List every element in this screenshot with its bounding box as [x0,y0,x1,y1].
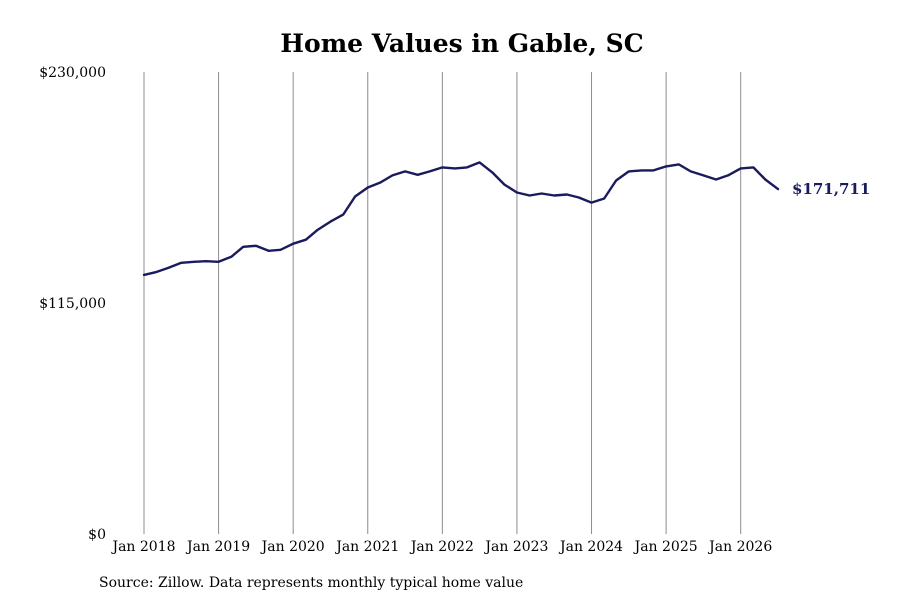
data-point [615,179,618,182]
source-note: Source: Zillow. Data represents monthly … [99,575,523,591]
data-point [391,174,394,177]
y-tick-label: $0 [88,527,106,543]
data-point [652,169,655,172]
data-point [777,188,779,190]
data-point [516,191,518,194]
data-point [553,194,556,197]
y-tick-label: $115,000 [39,296,106,312]
x-tick-label: Jan 2025 [633,539,698,555]
data-point [155,270,158,273]
data-point [603,197,606,200]
data-point [627,170,630,173]
end-value-label: $171,711 [792,180,870,198]
data-point [342,213,345,216]
data-point [689,170,692,173]
data-point [205,260,207,263]
data-point [577,196,580,199]
data-point [466,166,468,169]
data-point [404,170,406,173]
data-point [428,170,431,173]
data-point [677,163,680,166]
y-tick-label: $230,000 [39,65,106,81]
data-point [715,178,717,181]
x-tick-label: Jan 2021 [334,539,399,555]
x-tick-label: Jan 2024 [558,539,623,555]
data-point [217,260,220,263]
data-point [329,220,332,223]
data-point [441,166,444,169]
data-point [242,245,245,248]
data-point [478,161,481,164]
x-tick-label: Jan 2019 [185,539,250,555]
data-point [366,186,369,189]
data-point [354,195,356,198]
data-point [167,266,170,269]
data-point [316,228,319,231]
data-point [267,249,270,252]
data-point [540,192,543,195]
data-point [727,174,729,177]
data-point [752,166,755,169]
data-point [640,169,643,172]
data-point [304,238,307,241]
data-point [566,193,568,196]
data-point [416,173,419,176]
data-point [230,255,233,258]
data-point [292,242,295,245]
data-point [739,167,742,170]
series-layer: $171,711 [142,161,870,277]
data-point [590,201,593,204]
data-point [279,248,282,251]
data-point [528,194,531,197]
home-value-series-line [142,161,780,277]
data-point [193,260,195,263]
x-tick-label: Jan 2022 [409,539,474,555]
data-point [143,273,145,276]
data-point [180,261,183,264]
data-point [254,244,257,247]
x-axis-ticks: Jan 2018 Jan 2019 Jan 2020 Jan 2021 Jan 2022… [110,539,772,555]
data-point [503,183,506,186]
x-tick-label: Jan 2023 [483,539,548,555]
data-point [454,167,456,170]
data-point [764,178,767,181]
x-tick-label: Jan 2026 [707,539,772,555]
chart-title: Home Values in Gable, SC [280,29,643,58]
data-point [665,165,668,168]
gridlines [143,72,742,534]
y-axis-ticks: $0 $115,000 $230,000 [39,65,106,543]
x-tick-label: Jan 2020 [260,539,325,555]
data-point [702,174,705,177]
data-point [491,171,494,174]
x-tick-label: Jan 2018 [110,539,175,555]
data-point [379,181,382,184]
